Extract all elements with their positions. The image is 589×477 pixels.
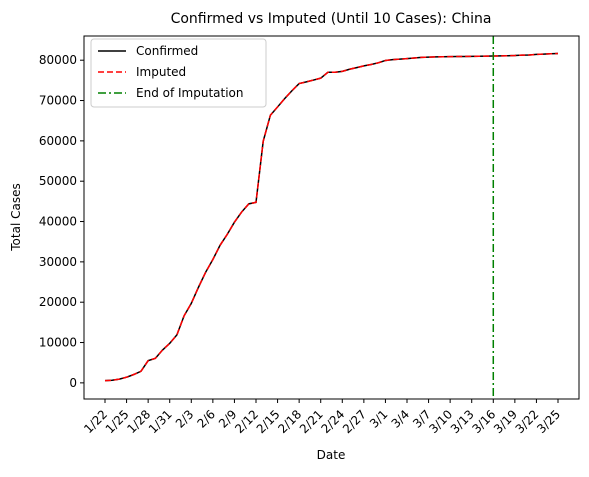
y-tick-label: 50000	[39, 174, 77, 188]
legend-label: Imputed	[136, 65, 186, 79]
series-line-imputed	[104, 52, 559, 382]
y-tick-label: 10000	[39, 336, 77, 350]
legend-label: Confirmed	[136, 44, 198, 58]
plot-frame	[83, 35, 580, 400]
y-axis-label: Total Cases	[9, 183, 23, 251]
y-tick-label: 30000	[39, 255, 77, 269]
legend-label: End of Imputation	[136, 86, 244, 100]
y-tick-label: 0	[69, 376, 77, 390]
y-tick-label: 70000	[39, 94, 77, 108]
x-axis-label: Date	[317, 448, 346, 462]
y-tick-label: 20000	[39, 295, 77, 309]
legend-box	[90, 38, 267, 108]
y-tick-label: 60000	[39, 134, 77, 148]
chart-title: Confirmed vs Imputed (Until 10 Cases): C…	[171, 11, 492, 27]
legend: Confirmed Imputed End of Imputation	[90, 38, 267, 108]
y-axis: 0 10000 20000 30000 40000 50000 60000 70000 8000…	[39, 53, 84, 390]
y-tick-label: 40000	[39, 215, 77, 229]
series-lines	[104, 36, 559, 399]
y-tick-label: 80000	[39, 53, 77, 67]
